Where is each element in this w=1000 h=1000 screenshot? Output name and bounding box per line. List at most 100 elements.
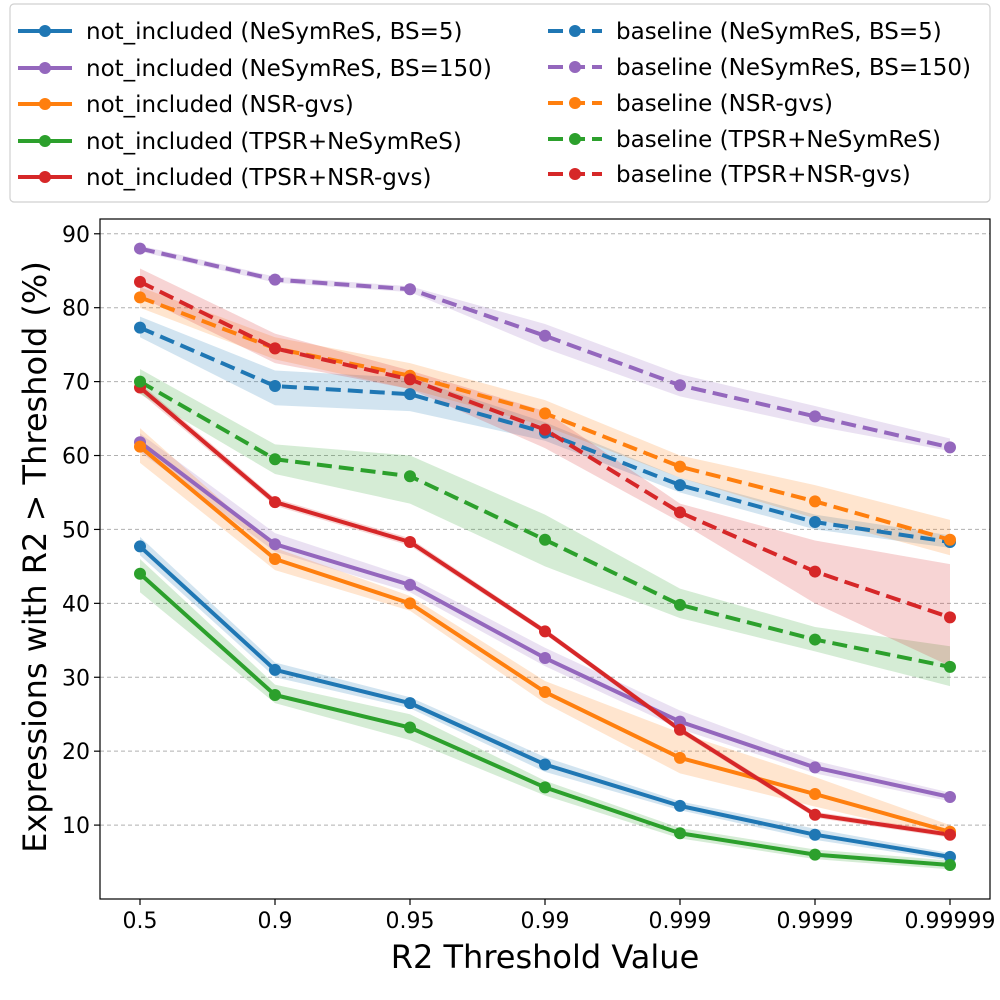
data-point [809,761,821,774]
y-tick-label: 80 [62,297,90,322]
data-point [134,375,146,388]
data-point [269,380,281,393]
legend-entry-label: baseline (NeSymReS, BS=150) [616,55,971,81]
legend-entry-label: baseline (NeSymReS, BS=5) [616,19,942,45]
y-tick-label: 10 [62,814,90,839]
y-tick-label: 60 [62,445,90,470]
y-tick-label: 90 [62,223,90,248]
data-point [269,342,281,355]
data-point [539,407,551,420]
data-point [809,828,821,841]
data-point [269,553,281,565]
data-point [269,273,281,286]
legend-entry-label: baseline (NSR-gvs) [616,91,833,117]
y-tick-label: 70 [62,371,90,396]
confidence-band [140,268,950,667]
data-point [674,460,686,473]
x-tick-label: 0.999 [649,909,712,934]
x-tick-label: 0.5 [123,909,158,934]
data-point [674,827,686,840]
data-point [404,470,416,483]
legend-swatch-marker [39,25,51,37]
legend-entry-label: not_included (TPSR+NeSymReS) [86,129,462,155]
series-markers [134,242,956,871]
data-point [134,291,146,304]
legend-swatch-marker [569,61,581,73]
data-point [539,781,551,794]
data-point [944,533,956,546]
y-tick-label: 50 [62,518,90,543]
data-point [674,598,686,611]
data-point [944,791,956,803]
legend-swatch-marker [39,135,51,147]
data-point [539,625,551,638]
legend-entry-label: baseline (TPSR+NSR-gvs) [616,162,911,188]
legend-entry-label: not_included (TPSR+NSR-gvs) [86,165,431,191]
data-point [674,799,686,812]
data-point [404,721,416,734]
data-point [944,441,956,454]
data-point [134,440,146,453]
data-point [674,723,686,736]
data-point [404,283,416,296]
y-axis-label: Expressions with R2 > Threshold (%) [16,261,54,853]
legend-entry-label: not_included (NeSymReS, BS=150) [86,56,492,82]
x-tick-label: 0.95 [386,909,435,934]
data-point [269,538,281,551]
data-point [809,848,821,861]
axis-ticks: 10 20 30 40 50 60 70 80 90 0.5 0.9 0.95 0.99 0.999 0.9… [62,223,995,934]
grid-lines [100,233,990,826]
data-point [809,808,821,821]
data-point [134,567,146,580]
legend-swatch-marker [569,97,581,109]
legend-entry-label: not_included (NSR-gvs) [86,92,354,118]
data-point [539,329,551,342]
data-point [809,788,821,801]
data-point [944,660,956,673]
y-tick-label: 30 [62,666,90,691]
data-point [809,516,821,529]
x-tick-label: 0.9 [258,909,293,934]
data-point [404,697,416,710]
data-point [134,242,146,255]
data-point [944,611,956,624]
legend-frame [9,3,991,203]
data-point [674,751,686,764]
data-point [674,379,686,392]
confidence-band [140,369,950,687]
data-point [539,758,551,771]
data-point [809,495,821,508]
y-tick-label: 40 [62,592,90,617]
data-point [674,479,686,492]
data-point [674,506,686,519]
data-point [809,565,821,578]
legend-swatch-marker [569,25,581,37]
y-tick-label: 20 [62,740,90,765]
legend-swatch-marker [39,171,51,183]
confidence-band [140,428,950,838]
data-point [134,321,146,334]
data-point [539,652,551,665]
data-point [809,410,821,423]
data-point [944,859,956,871]
legend-swatch-marker [39,98,51,110]
data-point [269,689,281,701]
data-point [404,597,416,610]
legend-swatch-marker [569,168,581,180]
x-axis-label: R2 Threshold Value [391,938,700,976]
data-point [269,663,281,676]
data-point [269,496,281,509]
data-point [809,633,821,646]
data-point [404,536,416,548]
legend: not_included (NeSymReS, BS=5) not_include… [9,3,991,203]
confidence-band [140,287,950,556]
x-tick-label: 0.9999 [777,909,854,934]
data-point [134,275,146,288]
legend-swatch-marker [39,62,51,74]
data-point [539,423,551,436]
data-point [944,828,956,841]
data-point [539,686,551,699]
data-point [539,533,551,546]
data-point [404,373,416,386]
